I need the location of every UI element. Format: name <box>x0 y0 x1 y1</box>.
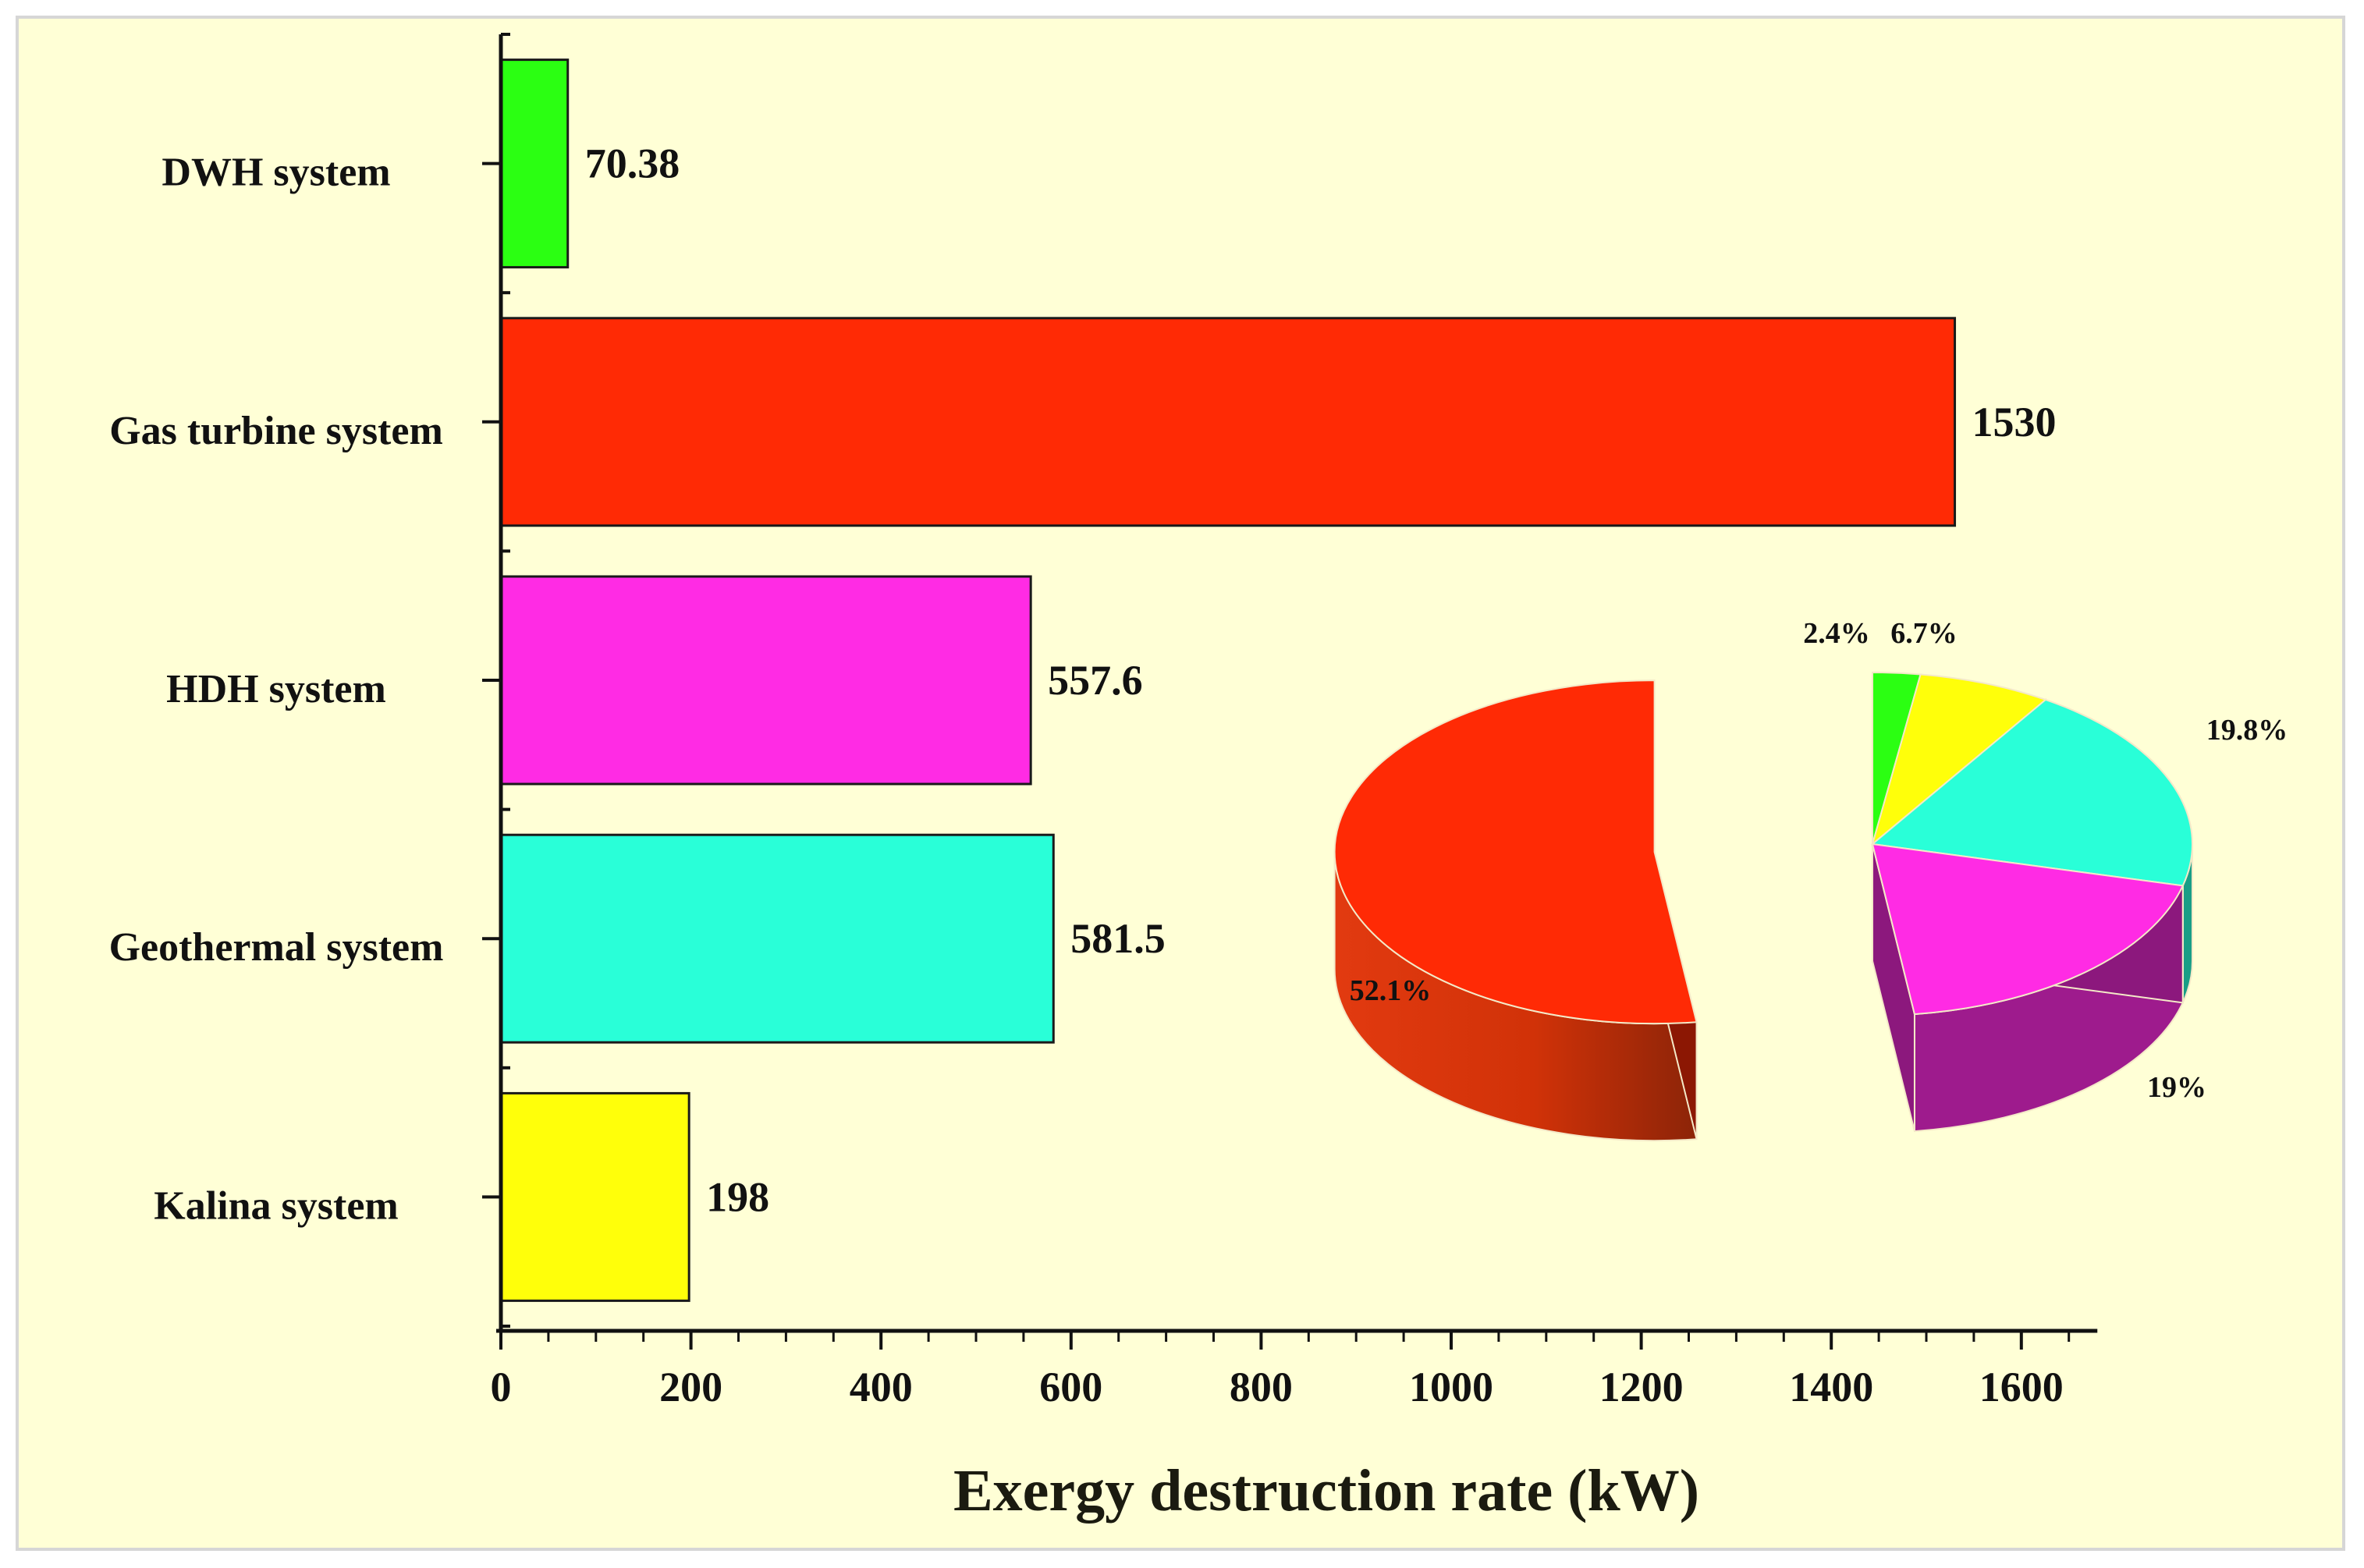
bar-kalina-system <box>499 1091 690 1302</box>
category-label-geothermal-system: Geothermal system <box>109 925 444 970</box>
pie-label-hdh-system: 19% <box>2147 1071 2206 1104</box>
value-label-kalina-system: 198 <box>706 1173 769 1220</box>
value-label-dwh-system: 70.38 <box>585 140 680 187</box>
pie-slice-kalina-system <box>1871 673 2047 846</box>
x-tick-label-800: 800 <box>1230 1364 1293 1410</box>
category-label-kalina-system: Kalina system <box>154 1183 398 1228</box>
bar-gas-turbine-system <box>499 317 1957 527</box>
x-tick-label-1600: 1600 <box>1979 1364 2064 1410</box>
bar-geothermal-system <box>499 833 1055 1044</box>
x-tick-label-600: 600 <box>1039 1364 1102 1410</box>
pie-label-dwh-system: 2.4% <box>1803 617 1870 650</box>
pie-label-geothermal-system: 19.8% <box>2206 714 2288 747</box>
x-tick-label-1200: 1200 <box>1599 1364 1684 1410</box>
category-label-hdh-system: HDH system <box>166 667 386 711</box>
category-label-gas-turbine-system: Gas turbine system <box>109 409 443 453</box>
x-tick-label-200: 200 <box>659 1364 722 1410</box>
chart-frame: 70.38 DWH system 1530 Gas turbine system 557… <box>16 16 2345 1551</box>
bar-dwh-system <box>499 59 570 269</box>
pie-slice-geothermal-system <box>1870 698 2193 887</box>
pie-slice-hdh-system <box>1871 843 2185 1016</box>
value-label-geothermal-system: 581.5 <box>1070 915 1166 962</box>
x-tick-label-1000: 1000 <box>1409 1364 1493 1410</box>
pie-label-gas-turbine-system: 52.1% <box>1350 974 1432 1007</box>
bar-hdh-system <box>499 575 1032 786</box>
x-tick-label-0: 0 <box>491 1364 512 1410</box>
category-label-dwh-system: DWH system <box>162 151 390 195</box>
x-axis-label: Exergy destruction rate (kW) <box>953 1458 1699 1524</box>
pie-slice-gas-turbine-system <box>1333 679 1698 1025</box>
value-label-hdh-system: 557.6 <box>1048 657 1143 704</box>
pie-label-kalina-system: 6.7% <box>1890 617 1958 650</box>
value-label-gas-turbine-system: 1530 <box>1972 399 2057 445</box>
x-tick-label-1400: 1400 <box>1789 1364 1873 1410</box>
x-tick-label-400: 400 <box>850 1364 913 1410</box>
exergy-chart: 70.38 DWH system 1530 Gas turbine system 557… <box>109 33 2288 1524</box>
